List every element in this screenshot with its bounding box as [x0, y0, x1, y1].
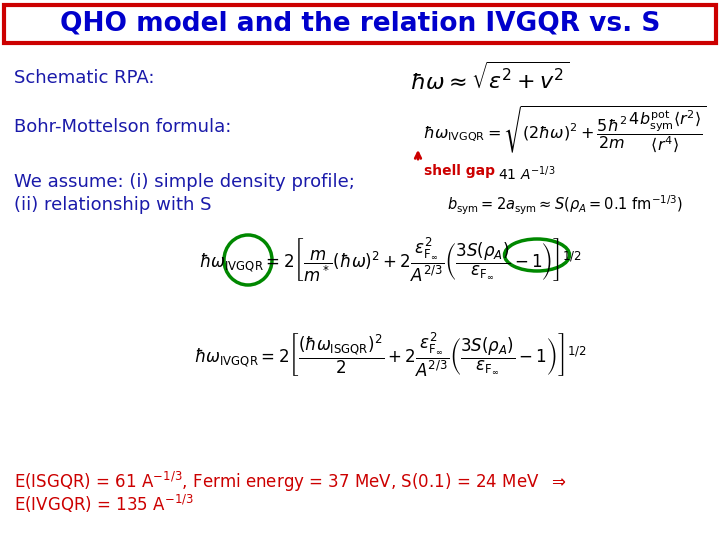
Text: Schematic RPA:: Schematic RPA:	[14, 69, 155, 87]
Text: $\hbar\omega \approx \sqrt{\varepsilon^2 + v^2}$: $\hbar\omega \approx \sqrt{\varepsilon^2…	[410, 62, 570, 94]
Text: $\hbar\omega_{\mathrm{IVGQR}} = 2\left[\dfrac{(\hbar\omega_{\mathrm{ISGQR}})^2}{: $\hbar\omega_{\mathrm{IVGQR}} = 2\left[\…	[194, 330, 586, 379]
Text: shell gap: shell gap	[424, 164, 495, 178]
Text: QHO model and the relation IVGQR vs. S: QHO model and the relation IVGQR vs. S	[60, 11, 660, 37]
Text: $41\ A^{-1/3}$: $41\ A^{-1/3}$	[498, 164, 556, 183]
Text: E(IVGQR) = 135 A$^{-1/3}$: E(IVGQR) = 135 A$^{-1/3}$	[14, 493, 194, 515]
Text: E(ISGQR) = 61 A$^{-1/3}$, Fermi energy = 37 MeV, S(0.1) = 24 MeV  $\Rightarrow$: E(ISGQR) = 61 A$^{-1/3}$, Fermi energy =…	[14, 470, 567, 494]
Text: $\hbar\omega_{\mathrm{IVGQR}} = \sqrt{(2\hbar\omega)^2 + \dfrac{5\hbar^2}{2m}\df: $\hbar\omega_{\mathrm{IVGQR}} = \sqrt{(2…	[423, 104, 707, 156]
Text: $b_{\mathrm{sym}} = 2a_{\mathrm{sym}} \approx S(\rho_A = 0.1\ \mathrm{fm}^{-1/3}: $b_{\mathrm{sym}} = 2a_{\mathrm{sym}} \a…	[447, 193, 683, 217]
Text: We assume: (i) simple density profile;: We assume: (i) simple density profile;	[14, 173, 355, 191]
Text: $\hbar\omega_{\mathrm{IVGQR}} = 2\left[\dfrac{m}{m^*}(\hbar\omega)^2 + 2\dfrac{\: $\hbar\omega_{\mathrm{IVGQR}} = 2\left[\…	[199, 236, 581, 284]
Text: Bohr-Mottelson formula:: Bohr-Mottelson formula:	[14, 118, 231, 136]
Text: (ii) relationship with S: (ii) relationship with S	[14, 196, 212, 214]
FancyBboxPatch shape	[4, 5, 716, 43]
